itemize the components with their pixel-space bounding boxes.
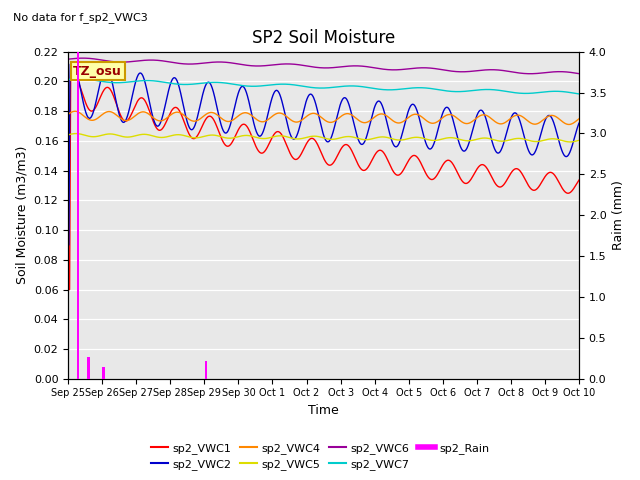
Bar xyxy=(102,367,105,379)
Y-axis label: Soil Moisture (m3/m3): Soil Moisture (m3/m3) xyxy=(15,146,28,285)
Y-axis label: Raim (mm): Raim (mm) xyxy=(612,180,625,250)
Text: TZ_osu: TZ_osu xyxy=(73,65,122,78)
Legend: sp2_VWC1, sp2_VWC2, sp2_VWC4, sp2_VWC5, sp2_VWC6, sp2_VWC7, sp2_Rain: sp2_VWC1, sp2_VWC2, sp2_VWC4, sp2_VWC5, … xyxy=(147,438,493,474)
Bar xyxy=(205,361,207,379)
Bar xyxy=(77,52,79,379)
Title: SP2 Soil Moisture: SP2 Soil Moisture xyxy=(252,29,395,48)
Bar xyxy=(87,357,90,379)
Text: No data for f_sp2_VWC3: No data for f_sp2_VWC3 xyxy=(13,12,148,23)
X-axis label: Time: Time xyxy=(308,404,339,417)
